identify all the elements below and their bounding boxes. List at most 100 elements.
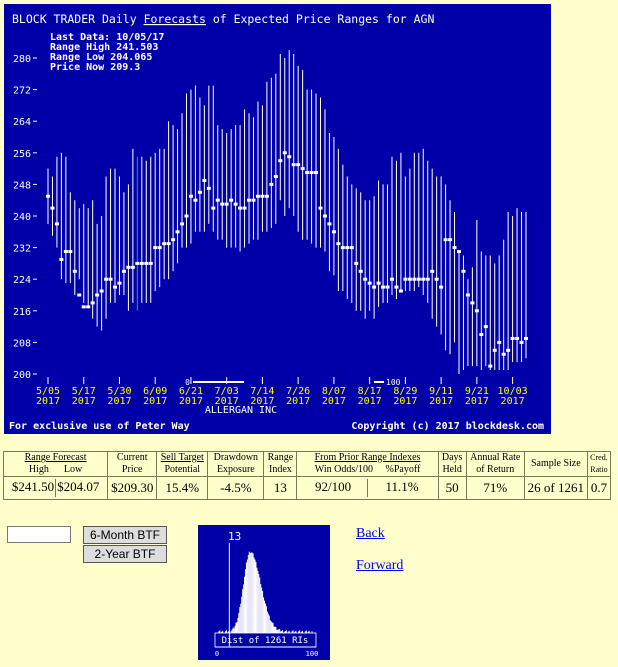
price-marker xyxy=(519,340,524,344)
cred-ratio-value: 0.7 xyxy=(586,476,612,500)
x-tick-label: 7/14 xyxy=(250,386,274,397)
x-tick-label: 8/07 xyxy=(322,386,346,397)
price-marker xyxy=(59,257,64,261)
price-marker xyxy=(497,340,502,344)
price-marker xyxy=(171,238,176,242)
histogram-background xyxy=(198,525,330,660)
price-marker xyxy=(483,325,488,329)
price-marker xyxy=(394,285,399,289)
ri-distribution-histogram: 13 Dist of 1261 RIs 0 100 xyxy=(198,525,330,660)
x-tick-year: 2017 xyxy=(215,396,239,407)
price-marker xyxy=(54,222,59,226)
range-forecast-header: Range Forecast High Low xyxy=(2,451,109,477)
price-marker xyxy=(211,206,216,210)
chart-title: BLOCK TRADER Daily Forecasts of Expected… xyxy=(12,12,434,26)
price-marker xyxy=(273,175,278,178)
days-held-value: 50 xyxy=(437,476,467,500)
sell-target-value: 15.4% xyxy=(156,476,209,500)
y-tick-label: 240 xyxy=(13,212,31,223)
sell-target-header: Sell Target Potential xyxy=(156,451,209,477)
price-marker xyxy=(430,269,435,273)
ri-scale-max: 100 xyxy=(386,378,401,387)
range-index-scale: 0 100 xyxy=(185,378,400,387)
x-tick-year: 2017 xyxy=(393,396,417,407)
price-marker xyxy=(229,198,234,202)
price-marker xyxy=(95,293,100,297)
drawdown-value: -4.5% xyxy=(207,476,265,500)
price-marker xyxy=(389,277,394,281)
x-tick-year: 2017 xyxy=(501,396,525,407)
win-odds-value: 92/100 xyxy=(314,478,352,494)
price-marker xyxy=(318,206,323,210)
price-marker xyxy=(206,186,211,190)
price-marker xyxy=(416,277,421,281)
price-marker xyxy=(68,250,73,254)
histogram-caption: Dist of 1261 RIs xyxy=(222,636,309,646)
price-marker xyxy=(398,289,403,293)
x-tick-year: 2017 xyxy=(143,396,167,407)
price-marker xyxy=(188,194,193,198)
six-month-btf-button[interactable]: 6-Month BTF xyxy=(83,526,167,544)
values-row: $241.50 $204.07 $209.30 15.4% -4.5% 13 92… xyxy=(2,476,612,500)
price-marker xyxy=(488,364,493,368)
histogram-bars xyxy=(218,551,313,633)
price-marker xyxy=(412,277,417,281)
y-tick-label: 264 xyxy=(13,117,31,128)
prior-range-header: From Prior Range Indexes Win Odds/100 %P… xyxy=(296,451,439,477)
y-axis: 200 208 216 224 232 240 248 256 264 272 280 xyxy=(13,54,37,381)
range-bars xyxy=(46,50,528,374)
current-price-header: Current Price xyxy=(107,451,158,477)
price-marker xyxy=(121,269,126,273)
x-tick-year: 2017 xyxy=(107,396,131,407)
cred-ratio-header: Cred. Ratio xyxy=(586,451,612,477)
price-marker xyxy=(148,261,153,265)
two-year-btf-button[interactable]: 2-Year BTF xyxy=(83,545,167,563)
y-tick-label: 256 xyxy=(13,149,31,160)
y-tick-label: 272 xyxy=(13,86,31,97)
x-tick-year: 2017 xyxy=(36,396,60,407)
price-marker xyxy=(363,277,368,281)
price-marker xyxy=(407,277,412,281)
price-marker xyxy=(314,171,319,175)
y-tick-label: 208 xyxy=(13,338,31,349)
price-marker xyxy=(479,333,484,336)
price-marker xyxy=(99,289,104,293)
x-tick-year: 2017 xyxy=(179,396,203,407)
price-marker xyxy=(367,281,372,285)
price-marker xyxy=(46,194,50,198)
y-tick-label: 248 xyxy=(13,180,31,191)
price-marker xyxy=(108,277,113,281)
price-marker xyxy=(327,222,332,226)
price-range-chart: BLOCK TRADER Daily Forecasts of Expected… xyxy=(4,4,551,434)
price-marker xyxy=(439,285,444,289)
annual-rate-header: Annual Rate of Return xyxy=(465,451,525,477)
price-marker xyxy=(524,336,528,340)
company-name: ALLERGAN INC xyxy=(205,405,277,416)
range-index-header: Range Index xyxy=(263,451,298,477)
x-tick-label: 9/11 xyxy=(429,386,453,397)
price-marker xyxy=(104,277,109,281)
price-marker xyxy=(372,285,377,289)
back-link[interactable]: Back xyxy=(356,526,385,541)
x-tick-label: 9/21 xyxy=(465,386,489,397)
price-marker xyxy=(50,206,55,210)
range-low-value: $204.07 xyxy=(57,478,100,494)
price-marker xyxy=(63,250,68,254)
sample-size-value: 26 of 1261 xyxy=(523,476,588,500)
x-tick-label: 8/17 xyxy=(358,386,382,397)
ticker-input[interactable] xyxy=(7,526,71,543)
x-tick-label: 5/30 xyxy=(107,386,131,397)
forward-link[interactable]: Forward xyxy=(356,558,404,573)
forecasts-link[interactable]: Forecasts xyxy=(144,12,206,26)
price-marker xyxy=(345,246,350,250)
price-marker xyxy=(130,265,135,269)
range-index-value: 13 xyxy=(263,476,298,500)
price-marker xyxy=(144,261,149,265)
x-tick-label: 6/09 xyxy=(143,386,167,397)
ri-scale-min: 0 xyxy=(185,378,190,387)
price-marker xyxy=(278,159,283,163)
price-marker xyxy=(157,246,162,250)
price-marker xyxy=(461,269,466,273)
y-tick-label: 280 xyxy=(13,54,31,65)
price-marker xyxy=(510,336,515,340)
